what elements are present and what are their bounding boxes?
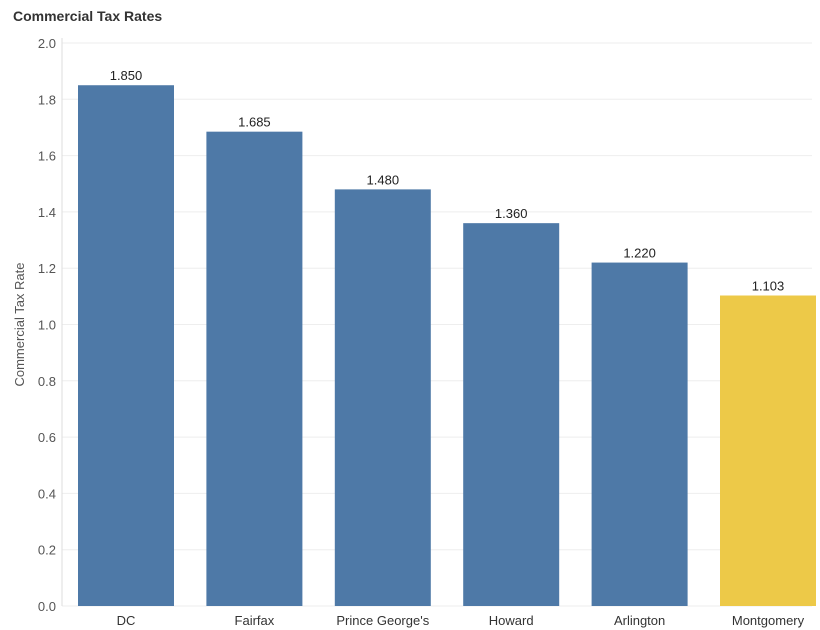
y-axis-title: Commercial Tax Rate bbox=[12, 262, 27, 386]
bars-layer bbox=[78, 85, 816, 607]
y-tick-label: 1.2 bbox=[38, 261, 56, 276]
y-tick-label: 0.8 bbox=[38, 374, 56, 389]
y-tick-label: 1.0 bbox=[38, 318, 56, 333]
value-labels-layer: 1.850 1.685 1.480 1.360 1.220 1.103 bbox=[110, 68, 785, 293]
bar-value-label: 1.685 bbox=[238, 115, 271, 130]
y-tick-label: 0.4 bbox=[38, 486, 56, 501]
y-tick-label: 0.6 bbox=[38, 430, 56, 445]
bar-value-label: 1.360 bbox=[495, 206, 528, 221]
bar-value-label: 1.103 bbox=[752, 279, 785, 294]
x-tick-label: Montgomery bbox=[732, 613, 805, 628]
y-tick-label: 0.2 bbox=[38, 543, 56, 558]
x-tick-label: Howard bbox=[489, 613, 534, 628]
y-axis: 0.0 0.2 0.4 0.6 0.8 1.0 1.2 1.4 1.6 1.8 2.0 bbox=[38, 36, 63, 614]
bar-fairfax[interactable] bbox=[206, 131, 303, 607]
bar-value-label: 1.850 bbox=[110, 68, 143, 83]
bar-prince-george-s[interactable] bbox=[334, 189, 431, 606]
x-tick-label: Prince George's bbox=[336, 613, 429, 628]
bar-value-label: 1.480 bbox=[367, 172, 400, 187]
y-tick-label: 2.0 bbox=[38, 36, 56, 51]
x-tick-label: Fairfax bbox=[235, 613, 275, 628]
x-tick-label: Arlington bbox=[614, 613, 665, 628]
bar-arlington[interactable] bbox=[591, 262, 688, 606]
bar-montgomery[interactable] bbox=[720, 295, 816, 606]
y-tick-label: 1.4 bbox=[38, 205, 56, 220]
chart-title: Commercial Tax Rates bbox=[13, 8, 163, 24]
x-axis: DC Fairfax Prince George's Howard Arlington M… bbox=[117, 613, 805, 628]
y-tick-label: 0.0 bbox=[38, 599, 56, 614]
bar-dc[interactable] bbox=[78, 85, 174, 607]
bar-value-label: 1.220 bbox=[623, 246, 656, 261]
bar-howard[interactable] bbox=[463, 223, 560, 606]
y-tick-label: 1.6 bbox=[38, 149, 56, 164]
grid-layer bbox=[62, 42, 812, 607]
x-tick-label: DC bbox=[117, 613, 136, 628]
y-tick-label: 1.8 bbox=[38, 92, 56, 107]
